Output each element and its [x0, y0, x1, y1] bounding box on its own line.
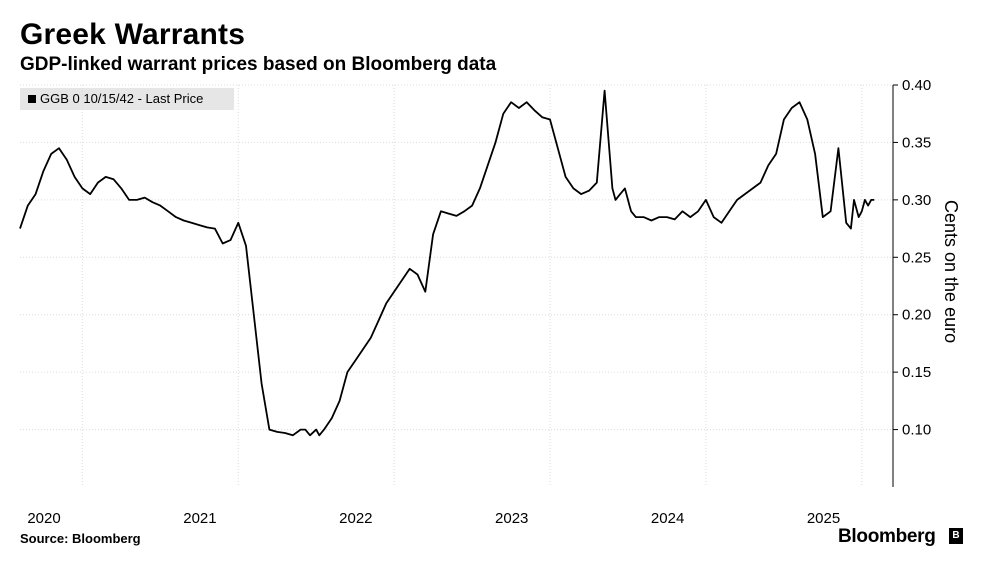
y-tick-label: 0.30 — [902, 192, 931, 209]
x-axis: 2020 2021 2022 2023 2024 2025 — [27, 510, 840, 527]
y-tick-label: 0.10 — [902, 422, 931, 439]
y-tick-label: 0.40 — [902, 77, 931, 94]
grid — [20, 84, 893, 487]
x-tick-label: 2022 — [339, 510, 372, 527]
x-tick-label: 2021 — [183, 510, 216, 527]
x-tick-label: 2025 — [807, 510, 840, 527]
chart-subtitle: GDP-linked warrant prices based on Bloom… — [20, 54, 497, 75]
y-axis: 0.10 0.15 0.20 0.25 0.30 0.35 0.40 — [893, 77, 931, 439]
y-tick-label: 0.20 — [902, 307, 931, 324]
y-tick-label: 0.25 — [902, 249, 931, 266]
legend-swatch — [28, 95, 36, 103]
series-line-0 — [19, 89, 875, 437]
source-note: Source: Bloomberg — [20, 531, 141, 546]
series-lines — [19, 89, 875, 437]
x-tick-label: 2024 — [651, 510, 684, 527]
chart-title: Greek Warrants — [20, 18, 246, 51]
bloomberg-logo: Bloomberg — [838, 526, 936, 547]
legend-label: GGB 0 10/15/42 - Last Price — [40, 91, 204, 106]
x-tick-label: 2023 — [495, 510, 528, 527]
bloomberg-b-icon: B — [949, 528, 963, 544]
legend: GGB 0 10/15/42 - Last Price — [20, 88, 234, 110]
y-axis-label: Cents on the euro — [941, 200, 961, 343]
y-tick-label: 0.15 — [902, 364, 931, 381]
x-tick-label: 2020 — [27, 510, 60, 527]
y-tick-label: 0.35 — [902, 134, 931, 151]
